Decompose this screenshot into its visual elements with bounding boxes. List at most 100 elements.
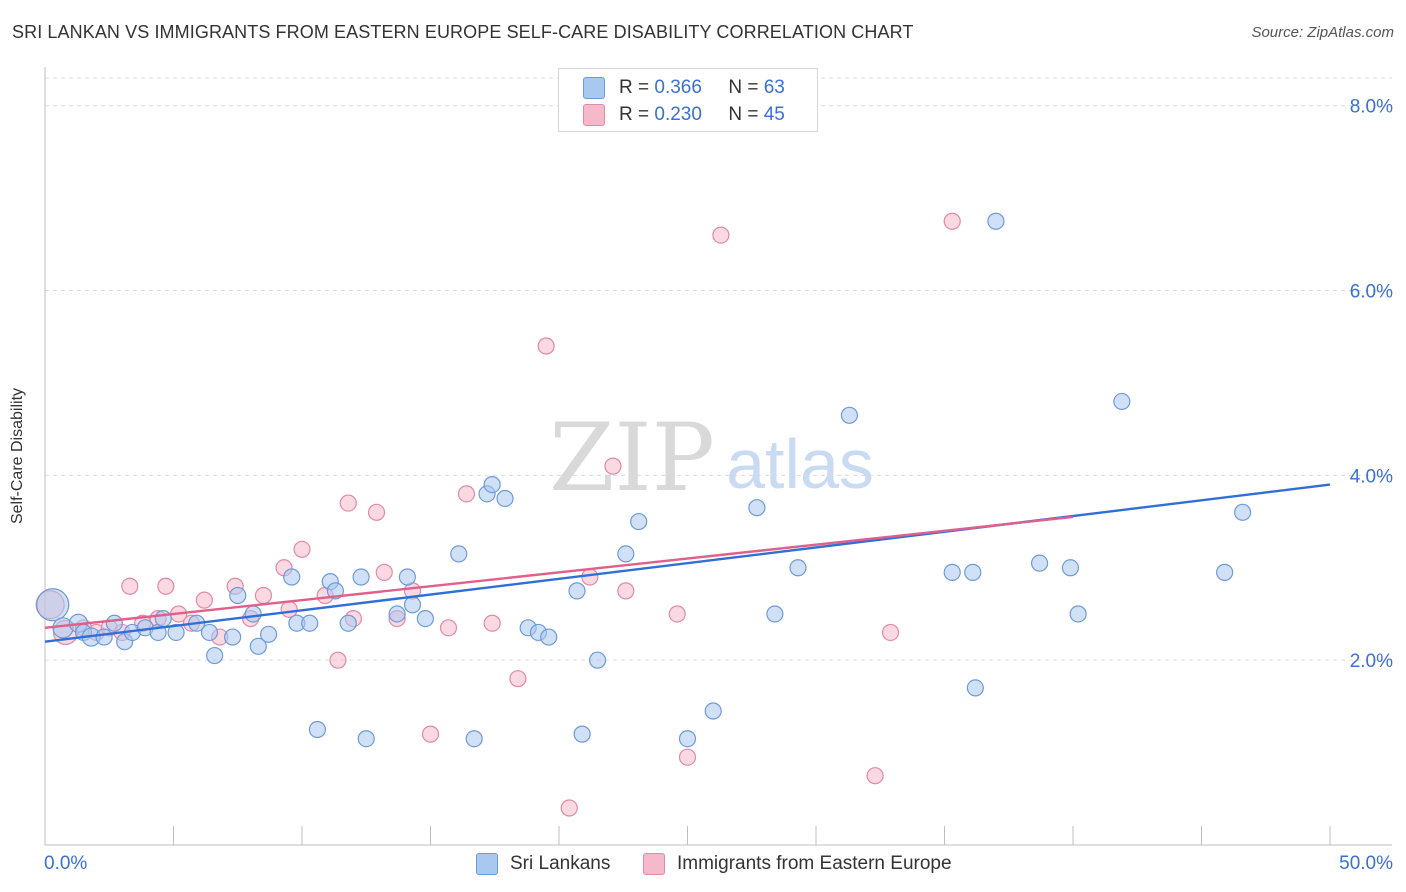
r-value-sri-lankans: 0.366: [654, 77, 702, 98]
immigrant-point: [339, 494, 357, 512]
x-tick-label: 50.0%: [1339, 853, 1393, 874]
bottom-legend-immigrants: Immigrants from Eastern Europe: [643, 850, 952, 878]
sri-lankan-point: [588, 651, 607, 669]
sri-lankan-point: [283, 568, 301, 586]
sri-lankan-point: [398, 568, 416, 586]
sri-lankan-point: [568, 582, 586, 600]
sri-lankan-point: [573, 725, 591, 743]
immigrant-point: [483, 614, 501, 632]
blue-legend-swatch: [476, 853, 498, 875]
sri-lankan-point: [1234, 503, 1252, 521]
sri-lankan-point: [1069, 605, 1087, 623]
sri-lankan-point: [339, 614, 357, 632]
immigrant-point: [509, 670, 527, 688]
source-label: Source: ZipAtlas.com: [1251, 24, 1394, 41]
trend-lines: [44, 483, 1331, 643]
sri-lankan-point: [154, 609, 172, 628]
sri-lankan-point: [540, 628, 558, 646]
immigrant-point: [617, 582, 635, 600]
pink-swatch: [583, 104, 605, 126]
sri-lankan-point: [224, 628, 242, 646]
sri-lankan-point: [678, 730, 697, 748]
sri-lankan-point: [943, 563, 961, 581]
immigrant-point: [195, 591, 213, 609]
immigrant-point: [581, 568, 599, 586]
sri-lankan-point: [748, 499, 766, 517]
sri-lankan-point: [357, 730, 375, 748]
sri-lankan-point: [465, 730, 483, 748]
immigrant-trend-line: [44, 515, 1074, 630]
sri-lankan-point: [630, 512, 648, 531]
sri-lankan-points: [36, 212, 1252, 748]
r-label: R =: [619, 77, 650, 98]
correlation-legend: R = 0.366 N = 63 R = 0.230 N = 45: [558, 68, 818, 132]
chart-title: SRI LANKAN VS IMMIGRANTS FROM EASTERN EU…: [12, 22, 914, 42]
immigrant-point: [157, 577, 175, 595]
immigrant-point: [254, 586, 273, 605]
axes: [44, 67, 1392, 846]
r-value-immigrants: 0.230: [654, 104, 702, 125]
sri-lankan-point: [308, 720, 327, 739]
watermark-atlas: atlas: [726, 425, 874, 503]
sri-lankan-point: [483, 476, 501, 494]
sri-lankan-point: [249, 637, 267, 655]
sri-lankan-point: [617, 545, 635, 563]
grid-lines: [45, 77, 1392, 661]
sri-lankan-point: [95, 628, 113, 646]
bottom-legend-sri-lankans: Sri Lankans: [476, 850, 610, 878]
sri-lankan-point: [840, 406, 859, 424]
sri-lankan-trend-line: [44, 483, 1331, 643]
immigrant-point: [943, 212, 961, 230]
sri-lankan-point: [167, 623, 185, 642]
immigrant-point: [560, 799, 578, 817]
sri-lankan-point: [789, 559, 807, 577]
sri-lankan-point: [259, 625, 278, 643]
sri-lankan-point: [229, 586, 247, 605]
n-value-sri-lankans: 63: [763, 77, 785, 98]
sri-lankan-point: [1030, 554, 1049, 572]
legend-label-immigrants: Immigrants from Eastern Europe: [677, 853, 952, 874]
sri-lankan-point: [244, 605, 262, 623]
immigrant-point: [121, 577, 139, 595]
y-tick-label: 8.0%: [1350, 97, 1393, 118]
n-label: N =: [728, 104, 759, 125]
y-tick-label: 6.0%: [1350, 282, 1393, 303]
immigrant-point: [537, 337, 555, 355]
sri-lankan-point: [987, 212, 1005, 230]
sri-lankan-point: [388, 605, 406, 623]
legend-label-sri-lankans: Sri Lankans: [510, 853, 611, 874]
immigrant-point: [367, 503, 386, 521]
n-label: N =: [728, 77, 759, 98]
watermark: ZIP atlas: [549, 404, 874, 513]
watermark-zip: ZIP: [549, 404, 715, 513]
sri-lankan-point: [964, 563, 982, 581]
immigrant-point: [375, 563, 393, 581]
immigrant-point: [421, 725, 440, 743]
immigrant-point: [604, 457, 622, 475]
sri-lankan-point: [301, 614, 319, 632]
n-value-immigrants: 45: [763, 104, 785, 125]
immigrant-point: [329, 651, 347, 669]
immigrant-point: [293, 540, 311, 558]
sri-lankan-point: [416, 609, 434, 628]
y-tick-label: 2.0%: [1350, 651, 1393, 672]
sri-lankan-point: [766, 605, 784, 623]
sri-lankan-point: [200, 623, 219, 642]
sri-lankan-point: [206, 646, 224, 665]
x-tick-label: 0.0%: [44, 853, 87, 874]
immigrant-point: [439, 619, 458, 637]
sri-lankan-point: [1216, 563, 1234, 581]
y-tick-label: 4.0%: [1350, 466, 1393, 487]
sri-lankan-point: [403, 596, 422, 614]
r-label: R =: [619, 104, 650, 125]
sri-lankan-point: [352, 568, 370, 586]
blue-swatch: [583, 77, 605, 99]
immigrant-point: [668, 605, 686, 623]
immigrant-point: [712, 226, 730, 244]
immigrant-point: [678, 748, 697, 766]
immigrant-point: [457, 485, 476, 503]
immigrant-point: [881, 623, 900, 642]
pink-legend-swatch: [643, 853, 665, 875]
immigrant-point: [866, 767, 884, 785]
